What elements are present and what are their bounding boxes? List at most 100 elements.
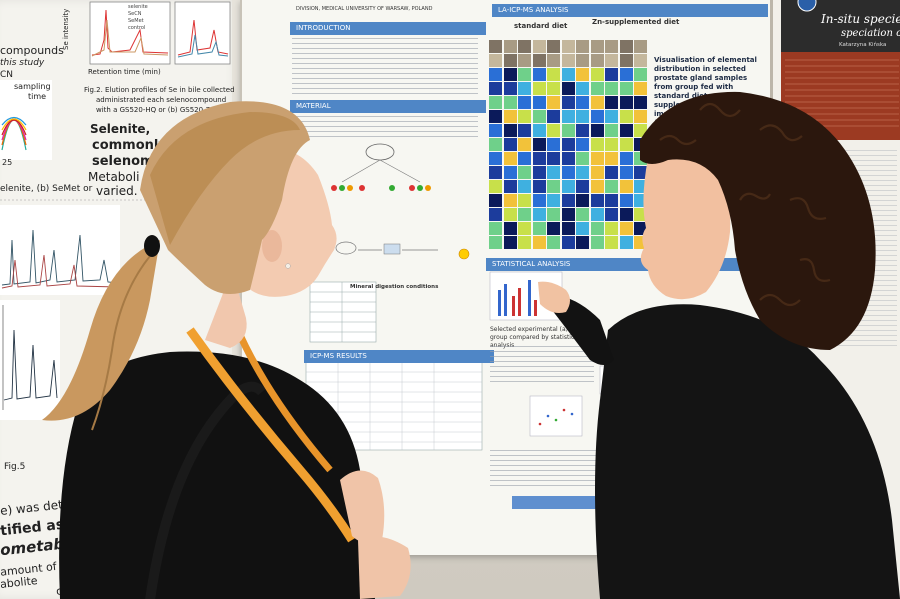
imaging-grid-cell bbox=[605, 236, 618, 249]
imaging-grid-cell bbox=[503, 68, 517, 81]
imaging-grid-cell bbox=[532, 96, 546, 109]
left-poster-line: Fig.5 bbox=[4, 462, 26, 472]
imaging-grid-cell bbox=[489, 236, 502, 249]
imaging-grid-cell bbox=[634, 222, 647, 235]
left-poster-line: selenome bbox=[92, 154, 163, 169]
imaging-grid-cell bbox=[605, 40, 618, 53]
imaging-grid-cell bbox=[619, 124, 633, 137]
imaging-grid-cell bbox=[605, 180, 618, 193]
imaging-grid-cell bbox=[489, 152, 502, 165]
imaging-grid-cell bbox=[532, 82, 546, 95]
imaging-grid-cell bbox=[518, 236, 531, 249]
left-poster-line: sampling bbox=[14, 82, 51, 91]
imaging-grid-cell bbox=[605, 138, 618, 151]
imaging-grid-cell bbox=[619, 96, 633, 109]
imaging-grid-cell bbox=[532, 236, 546, 249]
left-poster-line: 25 bbox=[2, 158, 13, 167]
statistics-caption: Selected experimental (a) control group … bbox=[490, 326, 591, 349]
imaging-grid-cell bbox=[605, 54, 618, 67]
imaging-grid-cell bbox=[561, 236, 575, 249]
imaging-grid-cell bbox=[619, 152, 633, 165]
imaging-grid-cell bbox=[518, 166, 531, 179]
imaging-grid-cell bbox=[619, 68, 633, 81]
column-label-zinc: Zn-supplemented diet bbox=[592, 18, 680, 26]
imaging-grid-cell bbox=[576, 82, 589, 95]
left-poster-line: varied. bbox=[96, 184, 138, 198]
imaging-grid-cell bbox=[634, 124, 647, 137]
imaging-grid-cell bbox=[605, 166, 618, 179]
stats-text-block bbox=[490, 346, 594, 386]
imaging-grid-cell bbox=[561, 138, 575, 151]
imaging-grid-cell bbox=[489, 180, 502, 193]
imaging-grid-cell bbox=[605, 96, 618, 109]
left-poster-line: CN bbox=[0, 70, 14, 80]
imaging-grid-cell bbox=[561, 110, 575, 123]
imaging-grid-cell bbox=[619, 166, 633, 179]
left-poster-line: administrated each selenocompound bbox=[96, 96, 227, 104]
imaging-grid-cell bbox=[619, 236, 633, 249]
imaging-grid-cell bbox=[503, 96, 517, 109]
left-poster-line: time bbox=[28, 92, 47, 101]
imaging-grid-cell bbox=[518, 40, 531, 53]
imaging-grid-cell bbox=[547, 40, 560, 53]
imaging-grid-cell bbox=[590, 54, 604, 67]
imaging-grid-cell bbox=[619, 54, 633, 67]
imaging-grid-cell bbox=[576, 54, 589, 67]
imaging-grid-cell bbox=[634, 54, 647, 67]
imaging-grid-cell bbox=[605, 222, 618, 235]
imaging-grid-cell bbox=[590, 82, 604, 95]
left-poster-line: with a GS520-HQ or (b) GS520-7G bbox=[96, 106, 216, 114]
imaging-grid-cell bbox=[590, 222, 604, 235]
imaging-grid-cell bbox=[503, 54, 517, 67]
section-header-icp-ms: ICP-MS RESULTS bbox=[304, 350, 494, 363]
imaging-grid-cell bbox=[547, 222, 560, 235]
imaging-grid-cell bbox=[503, 40, 517, 53]
imaging-grid-cell bbox=[503, 180, 517, 193]
imaging-grid-cell bbox=[561, 40, 575, 53]
imaging-grid-cell bbox=[634, 96, 647, 109]
imaging-grid-cell bbox=[503, 124, 517, 137]
imaging-grid-cell bbox=[503, 208, 517, 221]
imaging-grid-cell bbox=[518, 152, 531, 165]
imaging-grid-cell bbox=[561, 54, 575, 67]
mineral-digestion-label: Mineral digestion conditions bbox=[350, 284, 439, 290]
imaging-grid-cell bbox=[518, 82, 531, 95]
imaging-grid-cell bbox=[576, 194, 589, 207]
imaging-grid-cell bbox=[561, 180, 575, 193]
left-poster-line: Retention time (min) bbox=[88, 68, 161, 76]
imaging-grid-cell bbox=[590, 68, 604, 81]
imaging-grid-cell bbox=[547, 194, 560, 207]
imaging-grid-cell bbox=[634, 110, 647, 123]
imaging-grid-cell bbox=[532, 68, 546, 81]
imaging-grid-cell bbox=[634, 166, 647, 179]
left-poster-line: elenite, (b) SeMet or bbox=[0, 184, 93, 194]
imaging-grid-cell bbox=[503, 82, 517, 95]
imaging-grid-cell bbox=[503, 138, 517, 151]
section-header-material: MATERIAL bbox=[290, 100, 486, 113]
imaging-grid-cell bbox=[489, 138, 502, 151]
imaging-grid-cell bbox=[518, 54, 531, 67]
imaging-grid-cell bbox=[547, 152, 560, 165]
imaging-grid-cell bbox=[605, 124, 618, 137]
elemental-imaging-grid bbox=[489, 40, 649, 252]
imaging-grid-cell bbox=[532, 208, 546, 221]
imaging-grid-cell bbox=[576, 152, 589, 165]
imaging-grid-cell bbox=[547, 82, 560, 95]
imaging-grid-cell bbox=[561, 194, 575, 207]
imaging-grid-cell bbox=[605, 208, 618, 221]
imaging-grid-cell bbox=[619, 222, 633, 235]
imaging-grid-cell bbox=[605, 110, 618, 123]
imaging-grid-cell bbox=[489, 222, 502, 235]
chart-legend-entry: control bbox=[128, 25, 146, 31]
imaging-grid-cell bbox=[532, 138, 546, 151]
imaging-grid-cell bbox=[590, 124, 604, 137]
material-text-block bbox=[292, 116, 478, 138]
imaging-grid-cell bbox=[503, 236, 517, 249]
imaging-grid-cell bbox=[576, 40, 589, 53]
imaging-grid-cell bbox=[576, 222, 589, 235]
left-woman-jacket bbox=[59, 351, 375, 599]
affiliation-text: DIVISION, MEDICAL UNIVERSITY OF WARSAW, … bbox=[296, 6, 433, 12]
imaging-grid-cell bbox=[489, 40, 502, 53]
imaging-grid-cell bbox=[547, 236, 560, 249]
hair-tie-icon bbox=[144, 235, 160, 257]
